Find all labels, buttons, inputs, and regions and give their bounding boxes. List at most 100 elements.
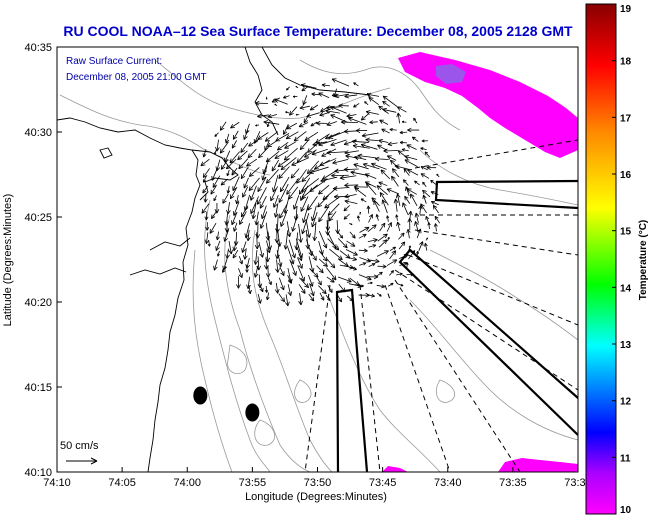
- current-vector: [300, 83, 317, 89]
- current-vector: [331, 78, 350, 87]
- current-vector: [347, 256, 357, 262]
- current-vector: [371, 162, 387, 170]
- current-vector: [278, 183, 289, 203]
- current-vector: [310, 205, 317, 222]
- current-vector: [359, 262, 367, 266]
- current-vector: [380, 169, 391, 180]
- current-vector: [344, 199, 358, 205]
- current-vector: [259, 283, 264, 293]
- current-vector: [326, 276, 335, 283]
- current-vector: [267, 277, 272, 286]
- current-vector: [243, 177, 249, 189]
- current-vector: [361, 132, 379, 138]
- current-vector: [267, 113, 278, 119]
- current-vector: [231, 211, 238, 226]
- current-vector: [414, 212, 420, 224]
- current-vector: [353, 82, 359, 87]
- current-vector: [232, 130, 239, 140]
- current-vector: [340, 119, 358, 125]
- current-vector: [355, 128, 368, 133]
- current-vector: [334, 93, 350, 99]
- colorbar-tick-label: 15: [620, 227, 632, 238]
- current-vector: [248, 177, 260, 192]
- current-vector: [343, 139, 358, 146]
- y-axis-label: Latitude (Degrees:Minutes): [2, 194, 14, 327]
- current-vector: [263, 256, 269, 270]
- current-vector: [264, 285, 269, 293]
- current-vector: [335, 220, 340, 234]
- current-vector: [265, 96, 268, 100]
- current-vector: [316, 120, 328, 126]
- current-vector: [386, 259, 398, 266]
- colorbar: [585, 3, 617, 515]
- current-vector: [366, 293, 375, 298]
- x-tick-label: 73:50: [304, 477, 332, 489]
- current-vector: [328, 211, 337, 222]
- current-vector: [214, 203, 220, 214]
- current-vector: [397, 106, 407, 113]
- current-vector: [224, 133, 230, 144]
- current-vector: [399, 261, 408, 267]
- current-vector: [339, 175, 357, 180]
- current-vector: [225, 248, 230, 259]
- current-vector: [300, 196, 309, 212]
- current-vector: [243, 129, 249, 140]
- current-vector: [330, 139, 347, 147]
- current-vector: [223, 229, 229, 242]
- current-vector: [395, 193, 401, 207]
- current-vector: [401, 148, 409, 152]
- chart-title: RU COOL NOAA–12 Sea Surface Temperature:…: [63, 23, 573, 39]
- current-vector: [344, 93, 358, 99]
- current-vector: [279, 203, 288, 219]
- current-vector: [224, 150, 231, 163]
- current-vector: [272, 195, 279, 208]
- current-vector: [230, 187, 238, 200]
- radar-beam: [414, 139, 578, 169]
- current-vector: [399, 140, 407, 145]
- current-vector: [301, 184, 318, 199]
- current-vector: [354, 187, 367, 197]
- current-vector: [387, 282, 394, 287]
- current-vector: [375, 214, 379, 221]
- radar-beam: [359, 284, 381, 472]
- current-vector: [353, 163, 369, 170]
- current-vector: [327, 238, 340, 251]
- current-vector: [289, 106, 298, 116]
- current-vector: [325, 132, 341, 140]
- current-vector: [381, 199, 388, 214]
- current-vector: [367, 281, 373, 285]
- current-vector: [421, 139, 428, 143]
- radar-beam: [384, 284, 451, 472]
- current-vector: [386, 155, 397, 161]
- current-vector: [258, 147, 268, 159]
- current-vector: [319, 292, 325, 301]
- current-vector: [318, 184, 330, 195]
- current-vector: [376, 185, 388, 196]
- current-vector: [368, 214, 373, 223]
- current-vector: [402, 179, 409, 186]
- current-vector: [286, 122, 298, 130]
- current-vector: [415, 251, 420, 258]
- colorbar-tick-label: 18: [620, 57, 632, 68]
- current-vector: [309, 166, 329, 175]
- current-vector: [213, 195, 217, 202]
- current-vector: [256, 187, 267, 205]
- current-vector: [274, 150, 289, 159]
- current-vector: [376, 284, 386, 289]
- coastline-river: [129, 237, 191, 276]
- x-tick-label: 73:40: [434, 477, 462, 489]
- current-vector: [275, 241, 280, 260]
- current-vector: [233, 222, 238, 232]
- current-vector: [408, 250, 416, 260]
- current-vector: [318, 138, 337, 147]
- current-vector: [365, 110, 379, 115]
- radar-beam: [304, 284, 331, 472]
- current-vector: [248, 167, 260, 177]
- current-vector: [204, 211, 209, 221]
- current-vector: [205, 222, 210, 231]
- current-vector: [376, 271, 383, 277]
- current-vector: [403, 168, 410, 176]
- current-vector: [241, 241, 247, 253]
- current-vector: [257, 294, 262, 304]
